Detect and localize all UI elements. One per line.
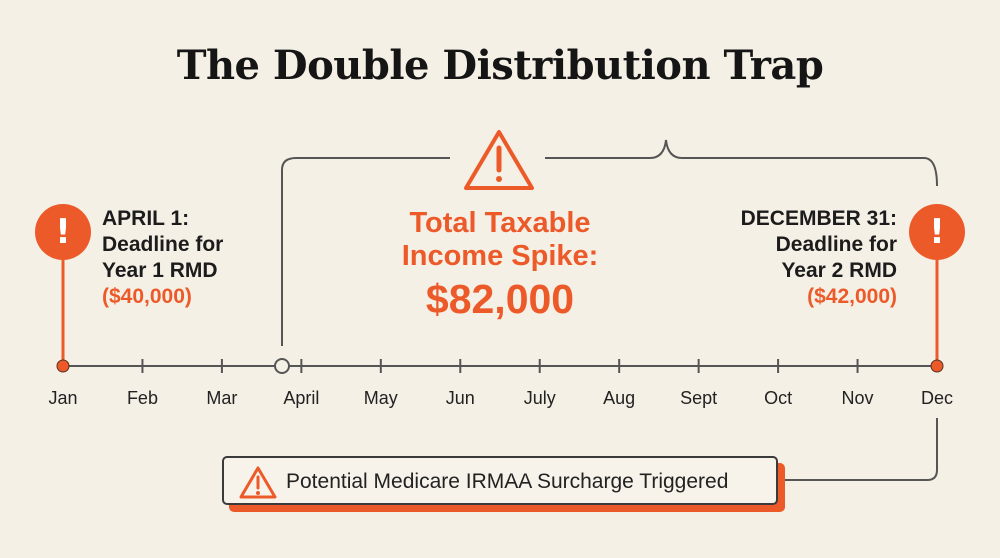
- year1-deadline-label: APRIL 1: Deadline for Year 1 RMD ($40,00…: [102, 206, 223, 310]
- page-title: The Double Distribution Trap: [176, 42, 824, 89]
- year1-deadline: Deadline for: [102, 233, 224, 256]
- warning-triangle-icon: [239, 466, 277, 499]
- year2-amount: ($42,000): [807, 285, 897, 308]
- callout-connector: [785, 418, 938, 481]
- spike-line-1: Total Taxable: [409, 207, 591, 239]
- spike-line-2: Income Spike:: [401, 240, 599, 272]
- year2-rmd: Year 2 RMD: [781, 259, 897, 282]
- spike-value: $82,000: [425, 276, 575, 322]
- marker-dec: [930, 359, 944, 373]
- year1-rmd: Year 1 RMD: [102, 259, 218, 282]
- spike-brace: [281, 139, 938, 346]
- month-label-dec: Dec: [920, 388, 953, 408]
- month-label-mar: Mar: [206, 388, 238, 408]
- month-label-feb: Feb: [126, 388, 158, 408]
- year2-date: DECEMBER 31:: [740, 207, 897, 230]
- marker-april: [274, 358, 290, 374]
- month-label-may: May: [363, 388, 398, 408]
- month-label-jun: Jun: [445, 388, 475, 408]
- month-label-nov: Nov: [841, 388, 874, 408]
- month-label-april: April: [283, 388, 320, 408]
- year2-deadline: Deadline for: [775, 233, 897, 256]
- exclamation-icon: !: [35, 204, 91, 260]
- income-spike-label: Total Taxable Income Spike: $82,000: [300, 207, 700, 323]
- month-label-oct: Oct: [764, 388, 793, 408]
- month-label-july: July: [523, 388, 556, 408]
- callout-text: Potential Medicare IRMAA Surcharge Trigg…: [286, 470, 729, 493]
- exclamation-icon: !: [909, 204, 965, 260]
- month-label-sept: Sept: [680, 388, 718, 408]
- year1-amount: ($40,000): [102, 285, 192, 308]
- spike-warning-icon: [464, 130, 534, 190]
- year1-date: APRIL 1:: [102, 207, 190, 230]
- irmaa-callout: Potential Medicare IRMAA Surcharge Trigg…: [222, 456, 778, 505]
- month-ticks: [141, 359, 859, 373]
- month-label-jan: Jan: [48, 388, 78, 408]
- marker-jan: [56, 359, 70, 373]
- month-label-aug: Aug: [603, 388, 636, 408]
- year2-deadline-label: DECEMBER 31: Deadline for Year 2 RMD ($4…: [741, 206, 897, 310]
